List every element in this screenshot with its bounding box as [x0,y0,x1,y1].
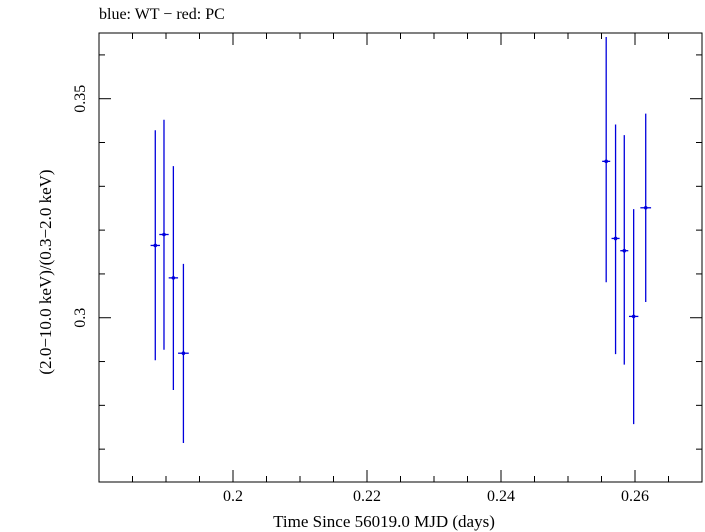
point-marker [622,248,627,253]
y-tick-label: 0.35 [72,85,89,113]
point-marker [643,205,648,210]
x-tick-label: 0.24 [487,488,515,505]
data-point [159,119,169,350]
plot-frame [98,32,703,483]
y-axis-label: (2.0−10.0 keV)/(0.3−2.0 keV) [36,169,55,374]
data-point [178,263,189,444]
data-series [150,36,652,444]
data-point [168,166,179,391]
point-marker [631,314,636,319]
point-marker [162,232,166,237]
point-marker [604,159,608,164]
axis-ticks: 0.2 0.22 0.24 0.26 0.3 0.35 [72,33,702,505]
x-axis-label: Time Since 56019.0 MJD (days) [273,512,495,531]
x-tick-label: 0.22 [353,488,381,505]
data-point [640,113,652,302]
data-point [150,130,160,361]
chart-title: blue: WT − red: PC [99,6,225,23]
data-point [602,36,611,283]
data-point [628,209,639,425]
point-marker [613,236,618,241]
x-tick-label: 0.26 [621,488,649,505]
point-marker [171,276,176,280]
point-marker [181,351,186,356]
data-point [611,124,620,355]
x-tick-label: 0.2 [223,488,243,505]
y-tick-label: 0.3 [72,308,89,328]
data-point [620,135,629,365]
point-marker [153,243,158,248]
